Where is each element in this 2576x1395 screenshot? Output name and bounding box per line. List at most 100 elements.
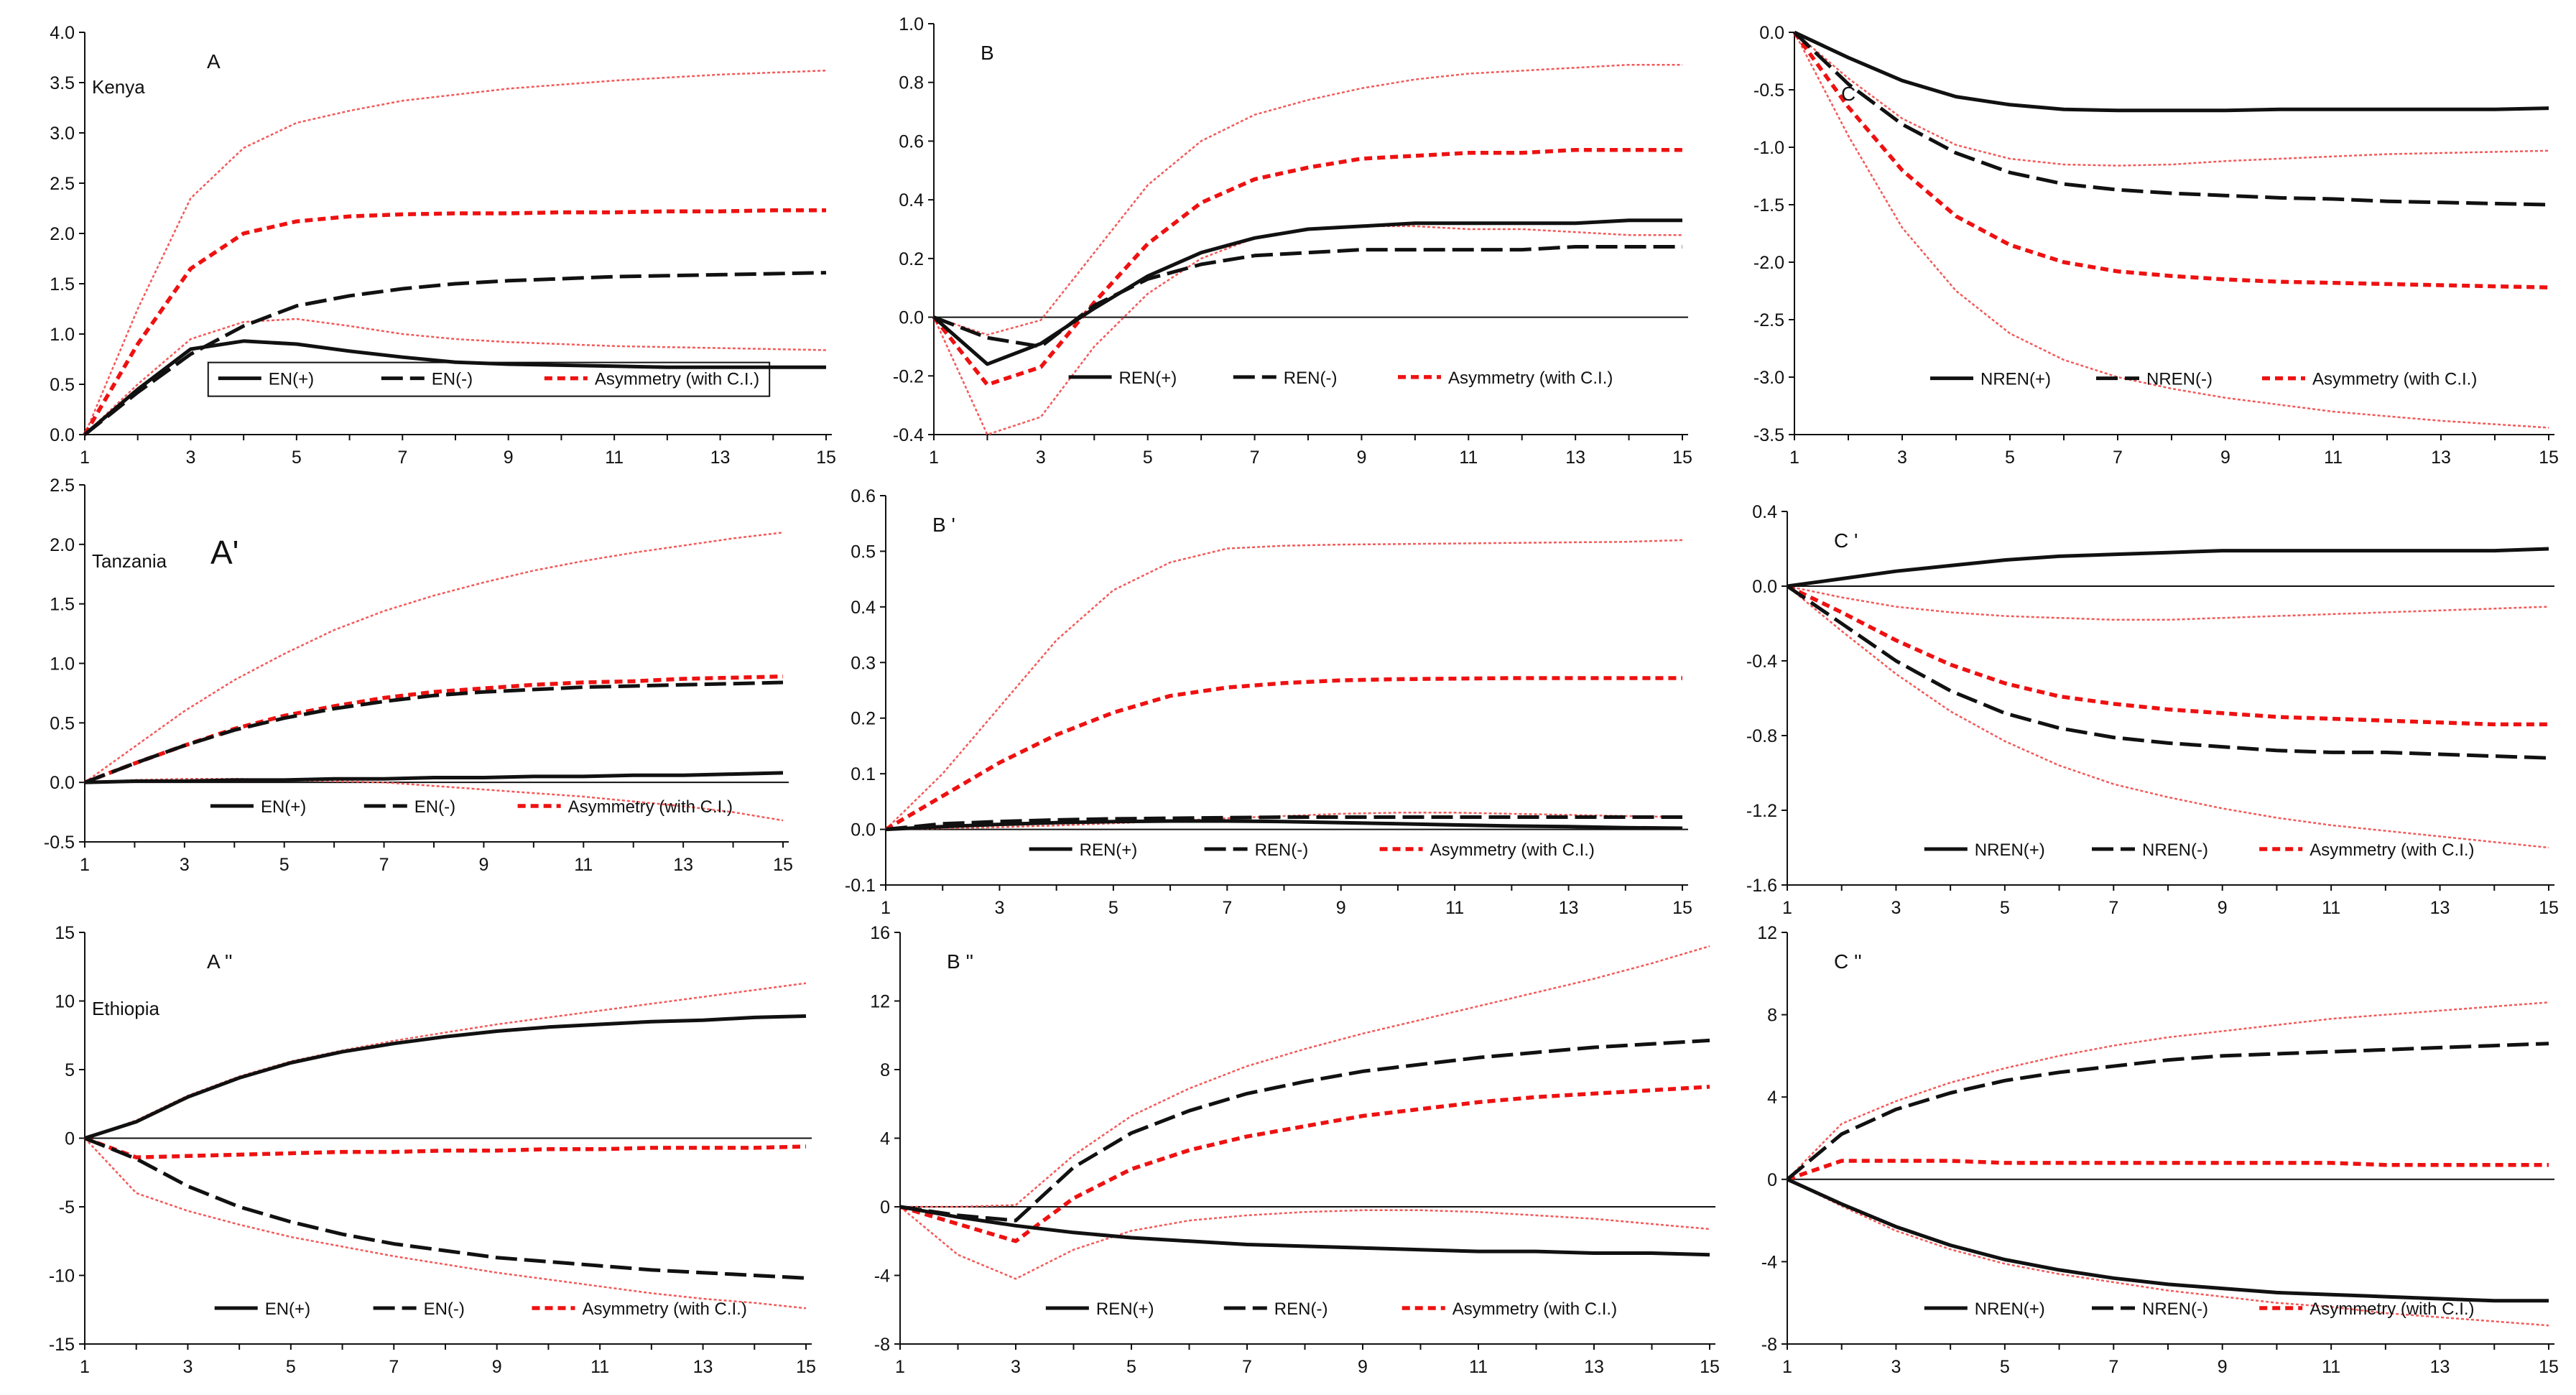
y-tick-label: 2.5	[50, 476, 75, 496]
legend: NREN(+) NREN(-) Asymmetry (with C.I.)	[1930, 370, 2477, 389]
legend-label-asymmetry-with-c-i: Asymmetry (with C.I.)	[2309, 1299, 2474, 1319]
x-tick-label: 7	[397, 448, 407, 468]
y-tick-label: -4	[1761, 1252, 1777, 1272]
panel-label: A ''	[207, 950, 233, 973]
series-en-line	[83, 271, 827, 436]
x-tick-label: 13	[2430, 1357, 2450, 1377]
y-tick-label: -15	[49, 1335, 75, 1355]
panel-b-chart: -0.4-0.20.00.20.40.60.81.01 3 5 7 9 11 13 15BRE…	[893, 14, 1692, 468]
y-tick-label: -1.6	[1746, 876, 1777, 896]
y-tick-label: 0	[65, 1129, 75, 1149]
y-tick-label: 8	[1767, 1006, 1777, 1026]
y-tick-label: 12	[1757, 923, 1777, 943]
panel-a-chart: -0.50.00.51.01.52.02.51 3 5 7 9 11 13 15A'Tanza…	[44, 476, 793, 875]
x-tick-label: 3	[1891, 898, 1901, 918]
y-tick-label: 0.0	[1752, 577, 1777, 597]
x-tick-label: 1	[80, 1357, 90, 1377]
y-tick-label: 4.0	[50, 23, 75, 43]
x-tick-label: 7	[1242, 1357, 1252, 1377]
y-tick-label: -0.5	[44, 833, 75, 853]
y-tick-label: -0.1	[845, 876, 876, 896]
y-tick-label: 0.1	[851, 764, 876, 784]
x-tick-label: 15	[816, 448, 836, 468]
legend-label-ren: REN(-)	[1284, 369, 1338, 388]
x-tick-label: 13	[2430, 898, 2450, 918]
legend-label-en: EN(+)	[261, 797, 306, 817]
panel-label: C	[1841, 83, 1855, 105]
series-upper-c-i-line	[1787, 585, 2549, 621]
x-tick-label: 11	[2322, 1357, 2340, 1377]
panel-label: A	[207, 50, 221, 73]
y-tick-label: 8	[880, 1060, 890, 1080]
series-asymmetry-line	[1792, 31, 2549, 289]
x-tick-label: 15	[773, 855, 793, 875]
x-tick-label: 7	[2113, 448, 2123, 468]
x-tick-label: 1	[80, 855, 90, 875]
y-tick-label: 0.0	[851, 820, 876, 840]
series-ren-line	[899, 1038, 1710, 1223]
panel-a-chart: 0.00.51.01.52.02.53.03.54.01 3 5 7 9 11 13 15AK…	[50, 23, 836, 468]
legend-label-nren: NREN(-)	[2146, 370, 2213, 389]
x-tick-label: 15	[2539, 1357, 2559, 1377]
series-upper-c-i-line	[83, 69, 827, 435]
legend-label-en: EN(+)	[265, 1299, 310, 1319]
legend: REN(+) REN(-) Asymmetry (with C.I.)	[1068, 369, 1613, 388]
x-tick-label: 9	[2218, 898, 2228, 918]
x-tick-label: 3	[1897, 448, 1907, 468]
y-tick-label: 0.0	[50, 425, 75, 445]
panel-c-chart: -3.5-3.0-2.5-2.0-1.5-1.0-0.50.01 3 5 7 9 11 13…	[1753, 23, 2559, 468]
y-tick-label: 0.0	[899, 308, 924, 328]
y-tick-label: 2.5	[50, 174, 75, 194]
panel-label: C '	[1834, 529, 1858, 552]
series-asymmetry-line	[884, 676, 1682, 831]
series-nren-line	[1793, 31, 2549, 207]
series-nren-line	[1787, 547, 2549, 588]
y-tick-label: -0.4	[893, 425, 924, 445]
y-tick-label: 5	[65, 1060, 75, 1080]
y-tick-label: 0.8	[899, 73, 924, 93]
series-upper-c-i-line	[900, 945, 1710, 1208]
x-tick-label: 9	[478, 855, 488, 875]
legend-label-en: EN(-)	[424, 1299, 465, 1319]
series-nren-line	[1793, 30, 2549, 113]
y-tick-label: 0.4	[851, 598, 876, 618]
x-tick-label: 15	[2539, 898, 2559, 918]
x-tick-label: 9	[2220, 448, 2230, 468]
y-tick-label: 0	[1767, 1170, 1777, 1190]
series-lower-c-i-line	[1787, 585, 2549, 849]
y-tick-label: -0.8	[1746, 726, 1777, 746]
y-tick-label: 0.0	[1759, 23, 1784, 43]
series-lower-c-i-line	[1793, 32, 2549, 429]
series-ren-line	[885, 819, 1683, 832]
legend: REN(+) REN(-) Asymmetry (with C.I.)	[1029, 840, 1595, 860]
y-tick-label: -8	[1761, 1335, 1777, 1355]
y-tick-label: -1.0	[1753, 138, 1784, 158]
x-tick-label: 5	[286, 1357, 296, 1377]
series-ren-line	[885, 815, 1682, 832]
x-tick-label: 11	[1445, 898, 1464, 918]
y-tick-label: -10	[49, 1266, 75, 1287]
country-label: Kenya	[92, 76, 145, 98]
x-tick-label: 5	[1143, 448, 1153, 468]
y-tick-label: 2.0	[50, 224, 75, 244]
legend-label-asymmetry-with-c-i: Asymmetry (with C.I.)	[595, 370, 759, 389]
y-tick-label: 0	[880, 1197, 890, 1218]
y-tick-label: 0.6	[899, 131, 924, 152]
y-tick-label: 4	[880, 1129, 890, 1149]
x-tick-label: 3	[185, 448, 195, 468]
legend-label-nren: NREN(+)	[1975, 1299, 2045, 1319]
y-tick-label: 0.5	[50, 375, 75, 395]
x-tick-label: 11	[1459, 448, 1478, 468]
x-tick-label: 1	[80, 448, 90, 468]
series-lower-c-i-line	[899, 1206, 1710, 1280]
series-ren-line	[932, 218, 1682, 366]
series-nren-line	[1786, 584, 2549, 760]
panel-c-chart: -1.6-1.2-0.8-0.40.00.41 3 5 7 9 11 13 15C 'NREN…	[1746, 502, 2559, 918]
x-tick-label: 1	[1789, 448, 1799, 468]
x-tick-label: 3	[1891, 1357, 1901, 1377]
y-tick-label: -2.5	[1753, 310, 1784, 330]
